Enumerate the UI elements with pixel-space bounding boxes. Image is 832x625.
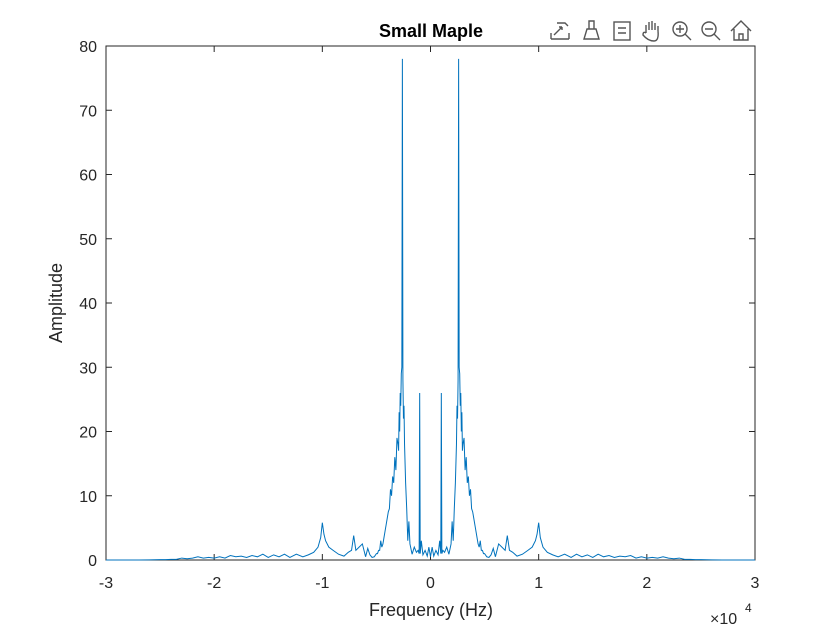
series-group	[106, 58, 755, 561]
y-tick-label-6: 60	[79, 168, 97, 185]
y-axis-label: Amplitude	[46, 263, 66, 343]
y-tick-label-5: 50	[79, 232, 97, 249]
y-tick-label-3: 30	[79, 360, 97, 377]
plot-area	[105, 45, 756, 561]
x-exponent-base: ×10	[710, 611, 737, 625]
axis-ticks	[105, 45, 756, 561]
zoom-out-icon[interactable]	[698, 18, 724, 44]
home-restore-icon[interactable]	[728, 18, 754, 44]
y-tick-label-4: 40	[79, 296, 97, 313]
y-tick-label-0: 0	[88, 553, 97, 570]
x-exponent-power: 4	[745, 601, 752, 615]
x-tick-label-4: 1	[534, 575, 543, 592]
y-tick-label-7: 70	[79, 103, 97, 120]
y-tick-label-8: 80	[79, 39, 97, 56]
x-axis-label: Frequency (Hz)	[369, 600, 493, 620]
x-tick-label-6: 3	[751, 575, 760, 592]
x-tick-label-5: 2	[642, 575, 651, 592]
y-tick-label-1: 10	[79, 489, 97, 506]
pan-hand-icon[interactable]	[639, 18, 665, 44]
x-tick-labels: -3 -2 -1 0 1 2 3	[99, 575, 760, 592]
y-tick-label-2: 20	[79, 425, 97, 442]
x-tick-label-0: -3	[99, 575, 113, 592]
series-line-amplitude	[106, 58, 755, 561]
chart-title: Small Maple	[379, 21, 483, 41]
x-tick-label-2: -1	[315, 575, 329, 592]
zoom-in-icon[interactable]	[669, 18, 695, 44]
datatip-icon[interactable]	[609, 18, 635, 44]
x-tick-label-3: 0	[426, 575, 435, 592]
y-tick-labels: 0 10 20 30 40 50 60 70 80	[79, 39, 97, 570]
brush-icon[interactable]	[578, 18, 604, 44]
x-tick-label-1: -2	[207, 575, 221, 592]
axes-toolbar	[547, 18, 754, 44]
export-icon[interactable]	[547, 18, 573, 44]
